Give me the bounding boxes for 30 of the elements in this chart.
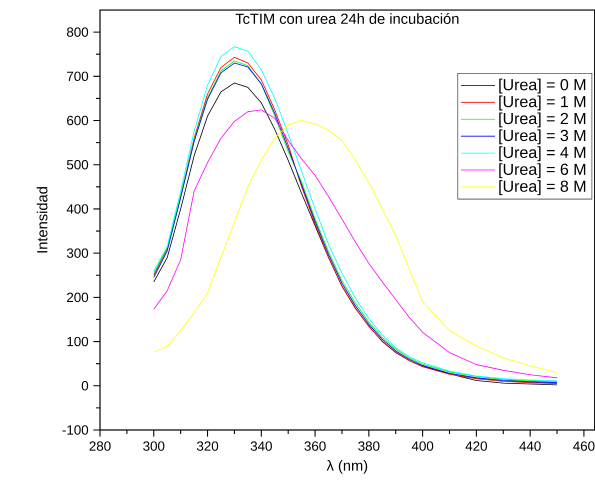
y-tick-label: 800	[66, 27, 88, 37]
legend-label: [Urea] = 0 M	[499, 78, 586, 94]
legend-label: [Urea] = 2 M	[499, 112, 586, 128]
y-tick-label: 200	[67, 292, 88, 302]
legend-label: [Urea] = 6 M	[499, 163, 586, 178]
x-tick-label: 440	[519, 441, 541, 451]
chart-title: TcTIM con urea 24h de incubación	[236, 13, 458, 24]
x-axis-title: λ (nm)	[326, 460, 368, 474]
x-tick-label: 320	[196, 441, 218, 451]
y-tick-label: 100	[67, 336, 88, 346]
x-tick-label: 360	[304, 441, 326, 451]
y-tick-label: 600	[67, 116, 88, 126]
y-tick-label: 500	[66, 160, 88, 170]
x-tick-label: 380	[358, 441, 380, 451]
x-tick-label: 280	[90, 441, 111, 451]
legend-label: [Urea] = 1 M	[499, 96, 586, 110]
y-axis-title: Intensidad	[36, 187, 48, 252]
x-tick-label: 420	[466, 441, 487, 451]
y-tick-label: 400	[66, 204, 88, 214]
x-tick-label: 400	[412, 441, 434, 451]
y-tick-label: -100	[62, 425, 88, 435]
x-tick-label: 340	[250, 441, 272, 451]
y-tick-label: 700	[67, 72, 88, 82]
x-tick-label: 460	[573, 441, 595, 451]
legend-label: [Urea] = 3 M	[499, 129, 586, 144]
y-tick-label: 0	[82, 381, 88, 390]
legend-label: [Urea] = 8 M	[499, 180, 586, 196]
legend-label: [Urea] = 4 M	[499, 146, 586, 162]
x-tick-label: 300	[143, 441, 164, 451]
y-tick-label: 300	[66, 248, 88, 258]
